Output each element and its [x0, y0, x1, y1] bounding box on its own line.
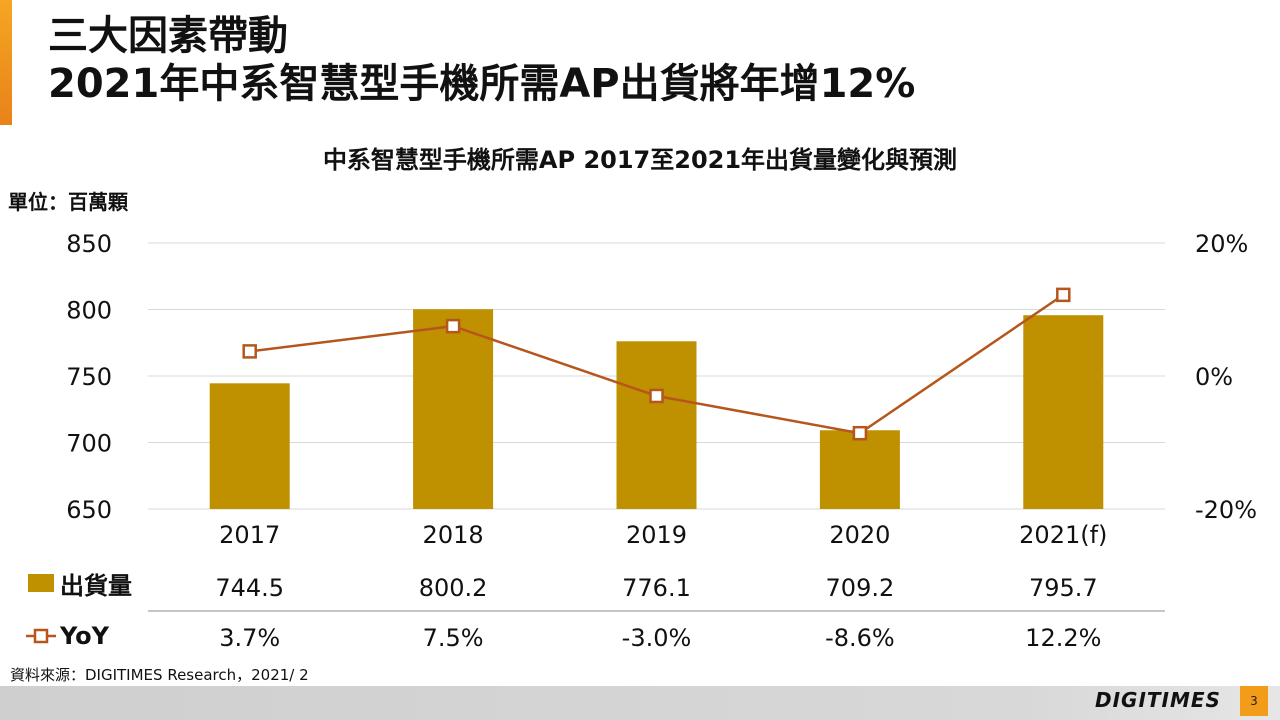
data-label-yoy: 7.5% [423, 624, 484, 652]
title-accent-bar [0, 0, 12, 125]
legend-label-line: YoY [59, 622, 110, 650]
slide-title-line1: 三大因素帶動 [48, 13, 288, 59]
y-tick-label: 650 [66, 496, 112, 524]
data-label-yoy: -3.0% [622, 624, 692, 652]
digitimes-logo: DIGITIMES [1095, 688, 1221, 712]
y-tick-label: 750 [66, 363, 112, 391]
data-label-shipment: 795.7 [1029, 574, 1098, 602]
data-label-shipment: 709.2 [826, 574, 895, 602]
legend-label-bar: 出貨量 [60, 572, 132, 600]
yoy-point [242, 344, 257, 359]
slide-title: 三大因素帶動 2021年中系智慧型手機所需AP出貨將年增12% [48, 12, 915, 108]
x-tick-label: 2019 [626, 521, 687, 549]
x-tick-label: 2018 [423, 521, 484, 549]
x-tick-label: 2020 [829, 521, 890, 549]
yoy-point [1056, 287, 1071, 303]
bar [413, 309, 494, 509]
yoy-point [649, 388, 664, 404]
bar [819, 430, 900, 509]
slide-title-line2: 2021年中系智慧型手機所需AP出貨將年增12% [48, 61, 916, 107]
data-label-shipment: 800.2 [419, 574, 488, 602]
legend-key-bar [28, 574, 54, 592]
y-tick-label: 850 [66, 230, 112, 258]
data-label-yoy: -8.6% [825, 624, 895, 652]
footer-band [0, 686, 1280, 720]
x-tick-label: 2017 [219, 521, 280, 549]
page-number: 3 [1240, 686, 1268, 716]
y2-tick-label: 0% [1195, 363, 1233, 391]
yoy-point [852, 425, 868, 441]
chart: 650 700 750 800 850 -20% 0% 20% 2017 2018 2019 2020… [26, 230, 1257, 652]
chart-title: 中系智慧型手機所需AP 2017至2021年出貨量變化與預測 [322, 146, 958, 174]
data-label-shipment: 776.1 [622, 574, 691, 602]
legend-key-marker [33, 628, 49, 644]
data-label-yoy: 3.7% [219, 624, 280, 652]
yoy-point [445, 318, 461, 334]
y2-tick-label: -20% [1195, 496, 1257, 524]
bar [616, 341, 697, 509]
x-tick-label: 2021(f) [1019, 521, 1107, 549]
y-tick-label: 800 [66, 297, 112, 325]
unit-label: 單位：百萬顆 [8, 190, 128, 214]
source-note: 資料來源：DIGITIMES Research，2021/ 2 [10, 666, 309, 684]
bar [1023, 315, 1104, 509]
data-label-shipment: 744.5 [215, 574, 284, 602]
data-label-yoy: 12.2% [1025, 624, 1101, 652]
y2-tick-label: 20% [1195, 230, 1248, 258]
bar [209, 383, 290, 509]
y-tick-label: 700 [66, 430, 112, 458]
